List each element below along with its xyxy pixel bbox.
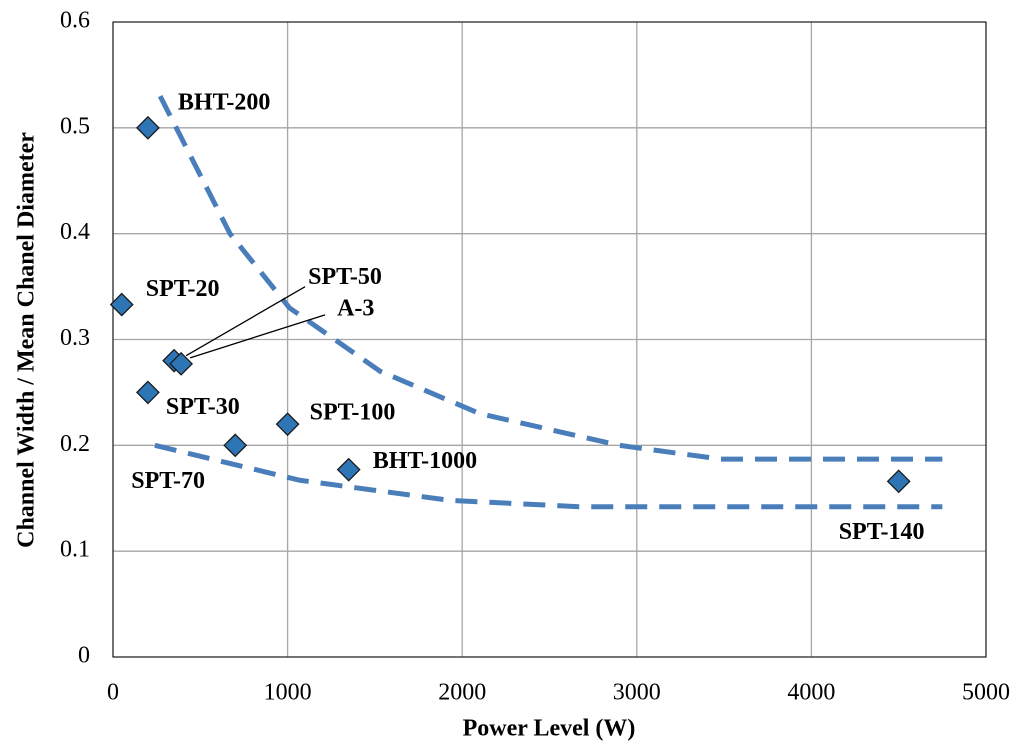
plot-border — [112, 21, 987, 658]
x-tick-label: 4000 — [787, 680, 835, 706]
y-tick-label: 0 — [78, 643, 90, 669]
y-tick-label: 0.6 — [60, 8, 90, 34]
point — [136, 380, 160, 405]
point — [169, 351, 194, 376]
x-tick-label: 3000 — [613, 680, 661, 706]
y-tick-label: 0.4 — [60, 219, 90, 245]
point — [109, 292, 134, 317]
x-tick-label: 2000 — [438, 680, 486, 706]
point-label: SPT-20 — [146, 276, 220, 302]
point-label: BHT-1000 — [373, 448, 477, 474]
y-tick-label: 0.2 — [60, 431, 90, 457]
x-tick-label: 1000 — [264, 680, 312, 706]
y-tick-label: 0.5 — [60, 113, 90, 139]
x-axis-title: Power Level (W) — [463, 716, 636, 742]
point — [136, 115, 160, 140]
y-axis-title: Channel Width / Mean Chanel Diameter — [14, 132, 40, 548]
point-label: SPT-30 — [166, 394, 240, 420]
point-label: SPT-140 — [839, 519, 925, 545]
point-label: BHT-200 — [178, 89, 270, 115]
y-tick-label: 0.3 — [60, 325, 90, 351]
point — [223, 433, 248, 458]
point-label: SPT-50 — [308, 264, 382, 290]
leader-line — [185, 286, 306, 357]
x-tick-label: 0 — [107, 680, 119, 706]
point — [275, 412, 300, 437]
x-tick-label: 5000 — [962, 680, 1010, 706]
leader-line — [189, 314, 326, 359]
point — [336, 457, 361, 482]
point-label: SPT-70 — [131, 468, 205, 494]
trend-line — [154, 442, 943, 510]
point-label: A-3 — [337, 295, 374, 321]
point-label: SPT-100 — [310, 400, 396, 426]
y-tick-label: 0.1 — [60, 537, 90, 563]
trend-line — [157, 94, 943, 462]
point — [886, 469, 911, 494]
